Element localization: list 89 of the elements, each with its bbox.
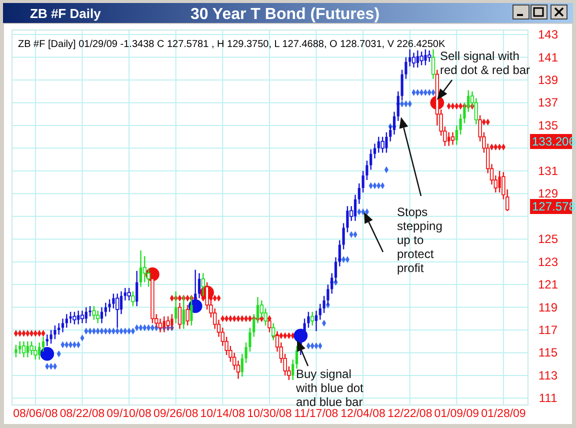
x-tick-label: 10/30/08	[247, 408, 292, 420]
candlestick	[14, 344, 18, 358]
candlestick	[88, 306, 92, 317]
y-tick-label: 121	[538, 278, 558, 292]
candlestick	[131, 290, 135, 307]
x-tick-label: 09/26/08	[153, 408, 198, 420]
y-tick-label: 111	[538, 391, 558, 406]
candlestick	[80, 310, 84, 324]
text: ZB #F Daily	[30, 6, 102, 21]
candlestick	[310, 311, 314, 326]
candlestick	[72, 311, 76, 325]
candlestick	[46, 334, 48, 347]
candlestick	[412, 52, 416, 68]
candlestick	[354, 194, 357, 222]
y-tick-label: 143	[538, 28, 558, 42]
candlestick	[112, 293, 115, 310]
y-tick-label: 123	[538, 254, 558, 269]
candlestick	[450, 132, 455, 146]
annotation: Sell signal with red dot & red bar	[440, 49, 530, 77]
candlestick	[408, 48, 412, 67]
candlestick	[314, 310, 318, 332]
candlestick	[54, 324, 56, 340]
candlestick	[303, 318, 306, 340]
x-tick-label: 08/22/08	[60, 408, 105, 420]
candlestick	[136, 270, 138, 307]
text: ZB #F [Daily] 01/29/09 -1.3438 C 127.5781 , H 129.3750, L 127.4688, O 128.7031, V 226.4250K	[18, 39, 446, 50]
point	[40, 346, 54, 361]
candlestick	[346, 206, 349, 233]
y-tick-label: 139	[538, 73, 558, 87]
candlestick	[318, 303, 322, 320]
y-tick-label: 137	[538, 96, 558, 110]
x-tick-label: 12/04/08	[340, 408, 386, 420]
y-tick-label: 115	[538, 346, 558, 360]
candlestick	[108, 298, 111, 312]
y-tick-label: 117	[538, 323, 558, 337]
candlestick	[370, 148, 372, 170]
x-tick-label: 01/28/09	[481, 408, 526, 420]
candlestick	[322, 295, 326, 314]
candlestick	[240, 353, 244, 378]
candlestick	[307, 311, 310, 328]
candlestick	[65, 313, 68, 328]
x-tick-label: 12/22/08	[387, 408, 432, 420]
candlestick	[362, 170, 364, 194]
candlestick	[120, 290, 123, 315]
candlestick	[84, 306, 88, 324]
y-tick-label: 119	[538, 300, 558, 314]
candlestick	[342, 222, 345, 250]
candlestick	[34, 345, 38, 360]
candlestick	[248, 327, 252, 352]
candlestick	[459, 113, 462, 136]
candlestick	[18, 340, 22, 354]
candlestick	[198, 272, 201, 299]
x-tick-label: 11/17/08	[294, 408, 338, 420]
candlestick	[295, 345, 298, 370]
x-tick-label: 08/06/08	[13, 408, 58, 420]
candlestick	[420, 50, 424, 66]
candlestick	[22, 340, 26, 358]
y-tick-label: 125	[538, 232, 558, 246]
candlestick	[58, 322, 60, 336]
candlestick	[104, 302, 107, 317]
candlestick	[380, 136, 384, 154]
candlestick	[455, 124, 458, 146]
candlestick	[186, 304, 190, 326]
candlestick	[127, 287, 131, 302]
x-tick-label: 01/09/09	[434, 408, 480, 420]
annotation: Stops stepping up to protect profit	[397, 205, 442, 275]
candlestick	[50, 329, 52, 344]
candlestick	[389, 124, 392, 142]
y-tick-label: 141	[538, 50, 558, 64]
candlestick	[61, 318, 64, 333]
x-tick-label: 10/14/08	[200, 408, 246, 420]
candlestick	[139, 250, 142, 288]
y-tick-label: 135	[538, 118, 558, 132]
candlestick	[100, 306, 104, 324]
candlestick	[30, 340, 34, 356]
y-tick-label: 113	[538, 368, 558, 382]
candlestick	[366, 160, 368, 181]
candlestick	[92, 306, 96, 320]
candlestick	[404, 56, 408, 80]
chart-title: 30 Year T Bond (Futures)	[190, 6, 380, 23]
candlestick	[373, 143, 376, 160]
annotation: Buy signal with blue dot and blue bar	[295, 367, 364, 409]
x-tick-label: 09/10/08	[106, 408, 152, 420]
y-tick-label: 129	[538, 186, 558, 201]
candlestick	[96, 310, 100, 324]
candlestick	[358, 182, 360, 204]
candlestick	[244, 342, 248, 364]
candlestick	[292, 358, 294, 381]
y-tick-label: 131	[538, 164, 558, 178]
